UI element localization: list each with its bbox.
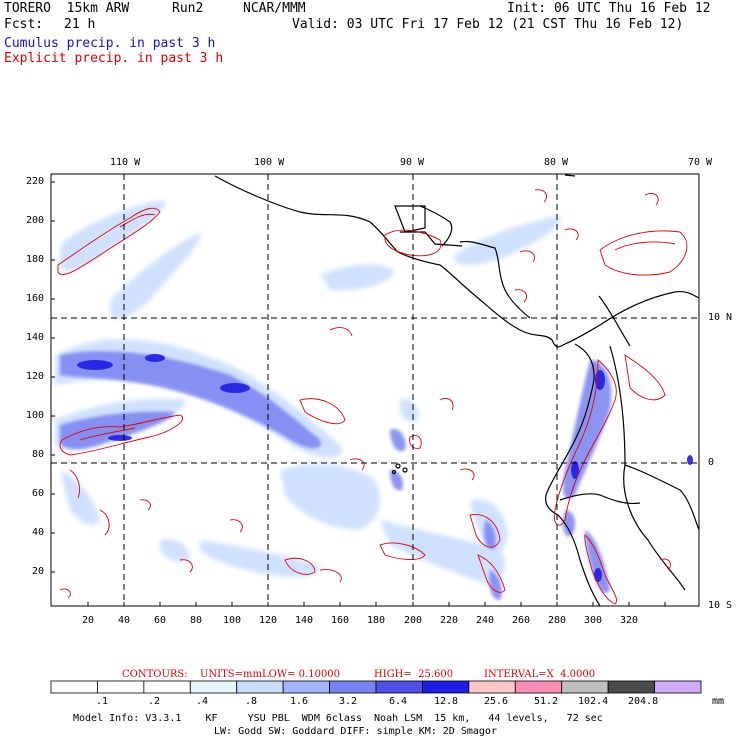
y-tick-label: 120 [26,371,45,382]
threshold-label: 6.4 [389,696,408,707]
x-tick-label: 140 [295,615,314,626]
lon-label-110w: 110 W [110,157,141,168]
explicit-precip-contours [57,189,688,605]
threshold-label: .2 [148,696,161,707]
threshold-label: 51.2 [534,696,559,707]
model-info: Model Info: V3.3.1 KF YSU PBL WDM 6class… [73,713,603,724]
y-tick-label: 100 [26,410,45,421]
x-tick-label: 20 [82,615,95,626]
x-tick-label: 40 [118,615,131,626]
y-tick-label: 80 [32,449,45,460]
threshold-label: 12.8 [434,696,459,707]
forecast-label: Fcst: [4,17,44,32]
run-label: Run2 [172,1,204,16]
lat-label-0: 0 [708,457,715,468]
x-tick-label: 300 [584,615,603,626]
x-tick-marks [87,602,666,606]
lat-lon-grid [51,174,699,606]
x-tick-label: 220 [440,615,459,626]
threshold-label: .4 [196,696,209,707]
lon-label-90w: 90 W [400,157,425,168]
x-tick-label: 260 [512,615,531,626]
model-physics: LW: Godd SW: Goddard DIFF: simple KM: 2D… [214,726,497,737]
x-tick-label: 160 [331,615,350,626]
unit-label: mm [712,696,725,707]
x-tick-label: 200 [404,615,423,626]
x-tick-label: 80 [190,615,203,626]
contours-units: UNITS=mm [200,669,262,680]
y-tick-label: 60 [32,488,45,499]
threshold-label: 102.4 [578,696,609,707]
y-tick-label: 40 [32,527,45,538]
y-tick-label: 180 [26,254,45,265]
threshold-label: .1 [96,696,109,707]
threshold-label: 1.6 [290,696,309,707]
y-tick-label: 160 [26,293,45,304]
org-label: NCAR/MMM [243,1,306,16]
lat-label-10n: 10 N [708,312,733,323]
lon-label-70w: 70 W [688,157,713,168]
contours-low: LOW= 0.10000 [262,669,341,680]
x-tick-label: 100 [223,615,242,626]
valid-time: Valid: 03 UTC Fri 17 Feb 12 (21 CST Thu … [292,17,684,32]
y-tick-marks [51,181,55,573]
y-tick-label: 220 [26,176,45,187]
threshold-label: .8 [245,696,258,707]
lon-label-80w: 80 W [544,157,569,168]
threshold-label: 3.2 [339,696,358,707]
x-tick-label: 280 [548,615,567,626]
contours-label: CONTOURS: [122,669,188,680]
threshold-label: 25.6 [484,696,509,707]
x-tick-label: 180 [367,615,386,626]
contours-interval: INTERVAL=X 4.0000 [484,669,596,680]
x-tick-label: 60 [154,615,167,626]
forecast-hour: 21 h [64,17,96,32]
lat-label-10s: 10 S [708,600,733,611]
y-tick-label: 20 [32,566,45,577]
threshold-label: 204.8 [628,696,659,707]
lon-label-100w: 100 W [254,157,285,168]
y-tick-label: 140 [26,332,45,343]
field-cumulus-label: Cumulus precip. in past 3 h [4,36,216,51]
init-time: Init: 06 UTC Thu 16 Feb 12 [507,1,711,16]
coastlines [214,174,699,606]
y-tick-label: 200 [26,215,45,226]
x-tick-label: 240 [476,615,495,626]
model-title: TORERO 15km ARW [4,1,130,16]
x-tick-label: 120 [259,615,278,626]
x-tick-label: 320 [620,615,639,626]
map-frame [50,173,700,607]
contours-high: HIGH= 25.600 [374,669,454,680]
field-explicit-label: Explicit precip. in past 3 h [4,51,224,66]
